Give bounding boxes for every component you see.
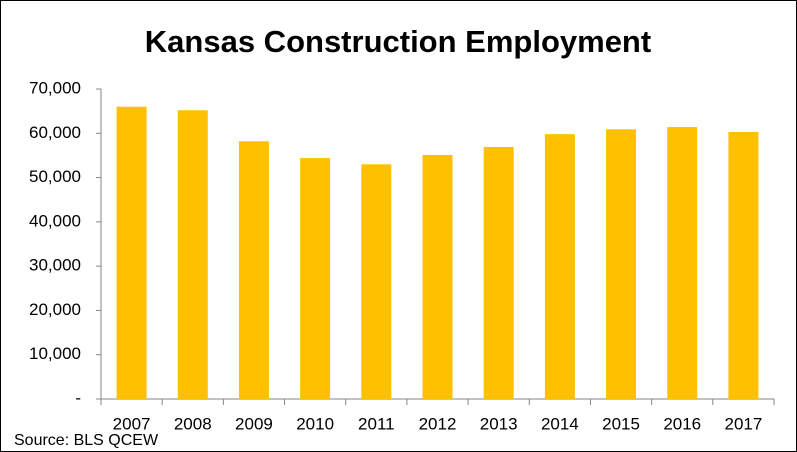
x-tick-label: 2008 <box>174 414 212 433</box>
x-tick-label: 2016 <box>663 414 701 433</box>
y-tick-label: 40,000 <box>29 211 81 230</box>
x-tick-label: 2007 <box>113 414 151 433</box>
y-tick-label: 20,000 <box>29 300 81 319</box>
y-tick-label: - <box>75 388 81 407</box>
bar <box>116 106 147 399</box>
x-tick-label: 2015 <box>602 414 640 433</box>
x-tick-label: 2013 <box>480 414 518 433</box>
x-tick-label: 2009 <box>235 414 273 433</box>
bar <box>300 158 331 399</box>
chart-title: Kansas Construction Employment <box>145 24 651 59</box>
bar <box>361 164 392 399</box>
y-tick-label: 10,000 <box>29 344 81 363</box>
bar <box>483 147 514 399</box>
bar <box>667 127 698 399</box>
bar <box>728 131 759 399</box>
x-tick-label: 2017 <box>724 414 762 433</box>
bar <box>238 141 269 399</box>
y-tick-label: 70,000 <box>29 78 81 97</box>
source-note: Source: BLS QCEW <box>14 432 159 449</box>
y-tick-label: 50,000 <box>29 167 81 186</box>
x-tick-label: 2011 <box>358 414 395 433</box>
bar <box>177 110 208 399</box>
x-tick-label: 2012 <box>419 414 457 433</box>
y-tick-label: 30,000 <box>29 256 81 275</box>
bar <box>422 154 453 399</box>
x-tick-label: 2010 <box>296 414 334 433</box>
y-tick-label: 60,000 <box>29 123 81 142</box>
bar <box>606 129 637 400</box>
x-tick-label: 2014 <box>541 414 579 433</box>
bar <box>544 134 575 399</box>
